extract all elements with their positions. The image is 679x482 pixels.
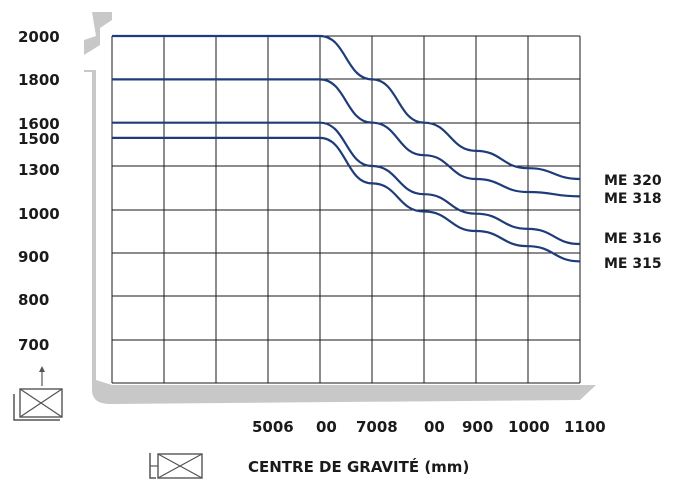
x-axis-title: CENTRE DE GRAVITÉ (mm): [248, 457, 469, 476]
x-tick-label: 1100: [564, 418, 606, 436]
grid: [111, 35, 581, 384]
mast-frame: [84, 12, 596, 404]
load-centre-icon: [149, 453, 203, 479]
x-tick-label: 00: [424, 418, 445, 436]
series-label-4: ME 315: [604, 256, 662, 272]
y-tick-label: 1300: [18, 161, 60, 179]
series-line-3: [112, 121, 581, 246]
x-tick-label: 1000: [508, 418, 550, 436]
y-tick-label: 1600: [18, 115, 60, 133]
x-tick-label: 5006: [252, 418, 294, 436]
series-labels: ME 320 ME 318 ME 316 ME 315: [604, 173, 662, 272]
series-label-1: ME 320: [604, 173, 662, 189]
y-tick-label: 900: [18, 248, 49, 266]
y-tick-label: 2000: [18, 28, 60, 46]
y-tick-label: 1800: [18, 71, 60, 89]
series-line-4: [112, 136, 581, 263]
y-tick-label: 800: [18, 291, 49, 309]
x-tick-label: 00: [316, 418, 337, 436]
y-tick-label: 1000: [18, 205, 60, 223]
x-tick-label: 7008: [356, 418, 398, 436]
series-label-2: ME 318: [604, 191, 662, 207]
y-tick-label: 700: [18, 336, 49, 354]
x-tick-label: 900: [462, 418, 493, 436]
series-label-3: ME 316: [604, 231, 662, 247]
x-axis-ticks: 5006 00 7008 00 900 1000 1100: [252, 418, 606, 436]
series-lines: [112, 34, 581, 263]
series-line-1: [112, 34, 581, 181]
y-tick-label: 1500: [18, 130, 60, 148]
series-line-2: [112, 78, 581, 198]
load-height-icon: [13, 366, 63, 421]
